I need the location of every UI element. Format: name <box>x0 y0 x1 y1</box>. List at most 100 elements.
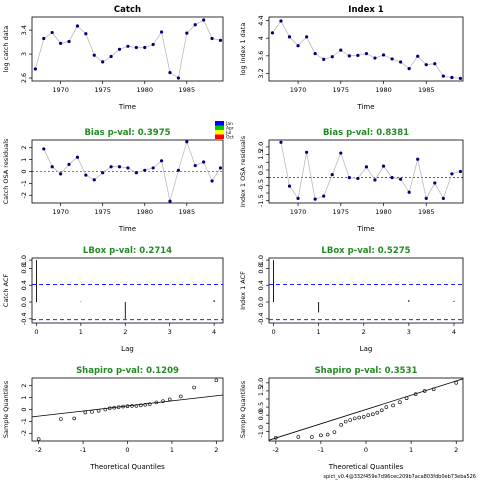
index-resid-frame <box>268 139 464 204</box>
catch-data-title: Catch <box>114 5 141 15</box>
catch-resid-point <box>193 163 197 168</box>
catch-acf-xtick-label: 3 <box>168 328 172 336</box>
catch-resid-point <box>92 178 96 182</box>
catch-resid-point <box>159 159 164 163</box>
index-data-point <box>424 63 428 67</box>
index-qq-panel: Shapiro p-val: 0.3531 -2 -1 0 1 2 -1.0 0.00.5 1.… <box>239 366 464 471</box>
index-data-point <box>305 35 309 39</box>
index-qq-point <box>366 413 371 417</box>
index-qq-point <box>431 387 436 392</box>
catch-acf-title: LBox p-val: 0.2714 <box>83 246 172 256</box>
index-acf-xtick-label: 4 <box>452 328 456 336</box>
index-acf-xtick-label: 3 <box>407 328 411 336</box>
catch-resid-panel: Bias p-val: 0.3975 1970 1975 1980 1985 -2 -1 0 1… <box>2 128 224 233</box>
index-acf-xtick-label: 1 <box>317 328 321 336</box>
catch-resid-point <box>50 165 54 169</box>
index-resid-point <box>279 140 283 144</box>
catch-acf-ytick-label: 0.4 <box>20 280 28 290</box>
catch-data-panel: Catch 1970 1975 1980 1985 2.6 3 3.4 Time log catc… <box>2 5 224 111</box>
index-acf-xtick-label: 0 <box>271 328 275 336</box>
index-data-xtick-label: 1980 <box>375 86 392 94</box>
index-data-xlabel: Time <box>356 103 374 111</box>
index-qq-xtick-label: 1 <box>409 446 413 454</box>
catch-qq-qq-line <box>31 394 224 418</box>
catch-qq-xtick-label: -2 <box>35 446 41 454</box>
index-data-point <box>364 52 369 56</box>
index-acf-ytick-label: 1.0 <box>257 255 265 265</box>
catch-qq-ytick-label: 1 <box>20 396 28 400</box>
index-resid-point <box>305 150 309 154</box>
index-resid-ytick-label: 0.5 <box>257 165 265 175</box>
catch-data-xtick-label: 1980 <box>136 86 153 94</box>
catch-data-point <box>50 30 54 35</box>
catch-acf-ytick-label: -0.4 <box>20 312 28 325</box>
catch-data-point <box>117 47 122 51</box>
index-acf-ytick-label: 0.4 <box>257 280 265 290</box>
catch-acf-xtick-label: 2 <box>123 328 127 336</box>
catch-acf-panel: LBox p-val: 0.2714 0 1 2 3 4 -0.4 0.0 0.4 0.81.0 L… <box>2 246 224 353</box>
index-resid-point <box>356 176 360 181</box>
catch-data-point <box>67 39 71 44</box>
index-resid-point <box>373 178 377 182</box>
legend-label: Apr <box>226 125 234 131</box>
catch-acf-xlabel: Lag <box>121 345 134 353</box>
footer-text: spict_v0.4@332f459e7d96cec209b7aca803fdb… <box>323 474 476 480</box>
index-qq-point <box>273 435 278 440</box>
index-resid-xtick-label: 1980 <box>375 208 392 216</box>
index-acf-frame <box>268 257 464 324</box>
catch-data-point <box>193 23 197 27</box>
catch-acf-xtick-label: 1 <box>79 328 83 336</box>
catch-data-ytick-label: 3.4 <box>20 25 28 35</box>
catch-qq-point <box>214 378 219 383</box>
index-resid-point <box>399 177 403 181</box>
catch-qq-point <box>139 403 143 408</box>
catch-qq-point <box>90 410 94 414</box>
index-qq-point <box>357 415 362 420</box>
index-qq-point <box>296 435 301 439</box>
catch-data-point <box>59 41 63 45</box>
catch-resid-ytick-label: 0 <box>20 169 28 173</box>
index-qq-point <box>325 432 330 437</box>
catch-qq-ylabel: Sample Quantiles <box>2 380 10 438</box>
index-resid-point <box>450 172 454 176</box>
index-resid-point <box>330 172 334 177</box>
index-resid-point <box>416 157 420 161</box>
catch-data-point <box>92 53 96 57</box>
index-resid-point <box>433 181 437 185</box>
index-resid-ylabel: Index 1 OSA residuals <box>239 135 247 207</box>
index-qq-point <box>404 396 409 400</box>
index-resid-point <box>381 164 386 168</box>
index-qq-xtick-label: 2 <box>454 446 458 454</box>
catch-acf-xtick-label: 4 <box>212 328 216 336</box>
legend-swatch <box>215 134 224 139</box>
catch-resid-series-line <box>43 140 221 202</box>
index-resid-title: Bias p-val: 0.8381 <box>323 128 409 138</box>
index-qq-point <box>339 423 343 427</box>
index-data-ytick-label: 3.6 <box>257 51 265 61</box>
catch-data-point <box>218 38 223 42</box>
catch-resid-point <box>168 199 172 203</box>
catch-qq-ytick-label: -2 <box>20 430 28 436</box>
catch-data-point <box>151 42 155 47</box>
catch-resid-xtick-label: 1980 <box>136 208 153 216</box>
index-qq-point <box>361 414 366 419</box>
catch-data-ylabel: log catch data <box>2 26 10 72</box>
catch-data-point <box>176 76 181 80</box>
catch-data-ytick-label: 2.6 <box>20 73 28 83</box>
catch-qq-frame <box>31 377 224 442</box>
index-data-point <box>322 57 326 61</box>
catch-data-xtick-label: 1985 <box>179 86 196 94</box>
index-resid-ytick-label: -0.5 <box>257 179 265 192</box>
catch-qq-point <box>103 407 108 412</box>
catch-qq-point <box>154 400 159 405</box>
index-qq-point <box>348 418 353 422</box>
index-resid-point <box>339 151 343 155</box>
catch-qq-xtick-label: 1 <box>170 446 174 454</box>
index-resid-point <box>458 169 463 174</box>
index-data-ytick-label: 4 <box>257 36 265 40</box>
index-qq-ytick-label: 1.5 <box>257 386 265 396</box>
legend-swatch <box>215 125 224 130</box>
catch-data-point <box>185 31 189 35</box>
legend-label: Jul <box>225 130 231 136</box>
catch-resid-xtick-label: 1970 <box>52 208 69 216</box>
